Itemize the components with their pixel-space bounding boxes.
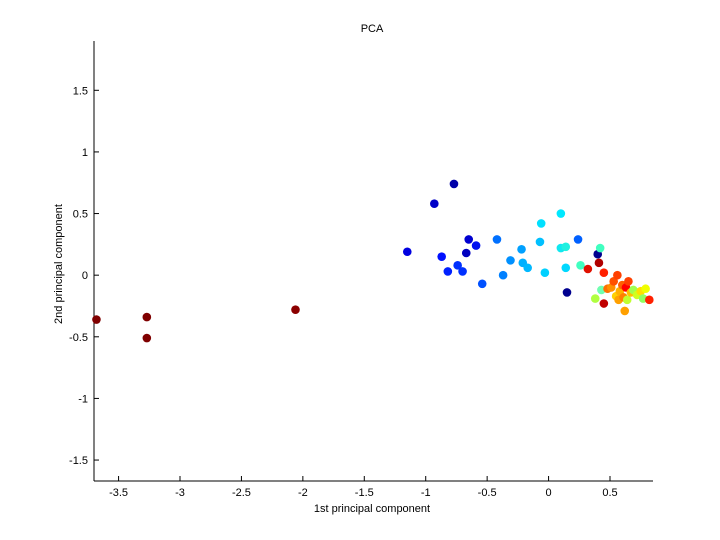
axes [93,41,653,482]
data-point [402,247,412,257]
data-point [599,299,609,308]
x-tick-label: -0.5 [478,487,497,499]
data-point [536,219,546,228]
data-point [443,267,453,276]
data-point [576,261,585,270]
data-point [595,243,605,253]
y-tick-label: 0.5 [73,209,88,221]
data-point [498,270,508,280]
x-tick-label: -2 [298,487,308,499]
data-point [613,270,622,280]
data-point [142,312,152,322]
data-point [561,242,571,252]
data-point [461,248,471,258]
y-tick-label: 1 [82,147,88,159]
data-point [92,315,101,324]
y-tick-label: 1.5 [73,85,88,97]
y-tick-label: -0.5 [69,332,88,344]
data-point [540,268,550,278]
x-tick-label: 0 [546,487,552,499]
x-tick-label: -2.5 [232,487,251,499]
x-tick-label: 0.5 [602,487,617,499]
data-point [535,237,545,247]
data-point [641,284,650,294]
data-point [590,294,600,303]
x-tick-label: -3 [175,487,185,499]
data-point [594,258,604,268]
data-point [477,279,487,289]
y-tick-label: -1 [78,393,88,405]
chart-title: PCA [361,23,384,35]
data-point [437,252,446,261]
data-point [449,179,459,189]
data-points [92,179,654,343]
x-tick-label: -3.5 [109,487,128,499]
data-point [142,333,152,343]
data-point [464,235,474,244]
data-point [645,295,654,305]
data-point [471,241,481,250]
x-axis-label: 1st principal component [314,503,430,515]
data-point [624,277,633,286]
y-tick-label: -1.5 [69,455,88,467]
data-point [583,264,593,274]
x-tick-label: -1.5 [355,487,374,499]
data-point [453,261,462,270]
data-point [556,209,566,218]
data-point [622,295,632,305]
data-point [517,244,526,254]
y-axis-ticks: -1.5 -1 -0.5 0 0.5 1 1.5 [69,85,99,467]
data-point [492,235,502,244]
data-point [561,263,571,273]
data-point [506,256,515,265]
y-axis-label: 2nd principal component [53,204,65,324]
data-point [291,305,300,314]
data-point [523,263,532,273]
y-tick-label: 0 [82,270,88,282]
data-point [573,235,583,244]
data-point [458,267,467,276]
data-point [430,199,439,208]
x-tick-label: -1 [421,487,431,499]
data-point [599,268,609,278]
data-point [620,306,630,316]
x-axis-ticks: -3.5 -3 -2.5 -2 -1.5 -1 -0.5 0 0.5 [109,476,618,499]
data-point [562,288,572,297]
